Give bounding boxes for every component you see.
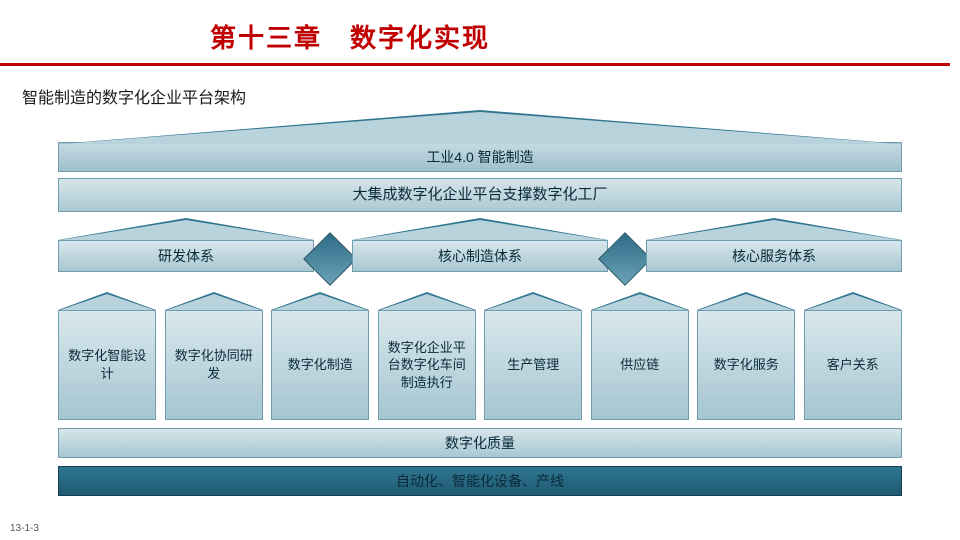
pillars-row: 数字化智能设计 数字化协同研发 数字化制造 数字化企业平台数字化车间制造执行 生… [58, 292, 902, 420]
architecture-diagram: 工业4.0 智能制造 大集成数字化企业平台支撑数字化工厂 研发体系 核心制造体系… [58, 110, 902, 496]
pillar: 数字化制造 [271, 292, 370, 420]
system-roof [352, 218, 608, 240]
systems-row: 研发体系 核心制造体系 核心服务体系 [58, 218, 902, 288]
system-block: 研发体系 [58, 218, 314, 272]
pillar: 生产管理 [484, 292, 583, 420]
pillar-label: 客户关系 [804, 310, 902, 420]
platform-bar: 大集成数字化企业平台支撑数字化工厂 [58, 178, 902, 212]
pillar: 数字化企业平台数字化车间制造执行 [378, 292, 477, 420]
base-bar-automation-label: 自动化、智能化设备、产线 [396, 473, 564, 489]
pillar: 数字化智能设计 [58, 292, 157, 420]
system-roof [646, 218, 902, 240]
top-roof [58, 110, 902, 144]
pillar-label: 供应链 [591, 310, 689, 420]
system-label: 核心服务体系 [646, 240, 902, 272]
system-block: 核心制造体系 [352, 218, 608, 272]
pillar: 数字化服务 [697, 292, 796, 420]
pillar-roof [165, 292, 263, 310]
system-roof [58, 218, 314, 240]
pillar: 客户关系 [804, 292, 903, 420]
top-roof-label: 工业4.0 智能制造 [58, 142, 902, 172]
base-bar-automation: 自动化、智能化设备、产线 [58, 466, 902, 496]
pillar-roof [271, 292, 369, 310]
base-bar-quality: 数字化质量 [58, 428, 902, 458]
pillar-roof [591, 292, 689, 310]
chapter-title: 第十三章 数字化实现 [0, 0, 960, 63]
page-number: 13-1-3 [10, 523, 39, 534]
pillar-roof [378, 292, 476, 310]
pillar-roof [58, 292, 156, 310]
system-block: 核心服务体系 [646, 218, 902, 272]
pillar-label: 数字化协同研发 [165, 310, 263, 420]
system-label: 研发体系 [58, 240, 314, 272]
pillar-label: 数字化制造 [271, 310, 369, 420]
pillar-roof [697, 292, 795, 310]
pillar-label: 生产管理 [484, 310, 582, 420]
pillar: 供应链 [591, 292, 690, 420]
pillar-label: 数字化服务 [697, 310, 795, 420]
subtitle: 智能制造的数字化企业平台架构 [0, 66, 960, 108]
pillar-roof [804, 292, 902, 310]
pillar: 数字化协同研发 [165, 292, 264, 420]
pillar-roof [484, 292, 582, 310]
system-label: 核心制造体系 [352, 240, 608, 272]
pillar-label: 数字化企业平台数字化车间制造执行 [378, 310, 476, 420]
pillar-label: 数字化智能设计 [58, 310, 156, 420]
